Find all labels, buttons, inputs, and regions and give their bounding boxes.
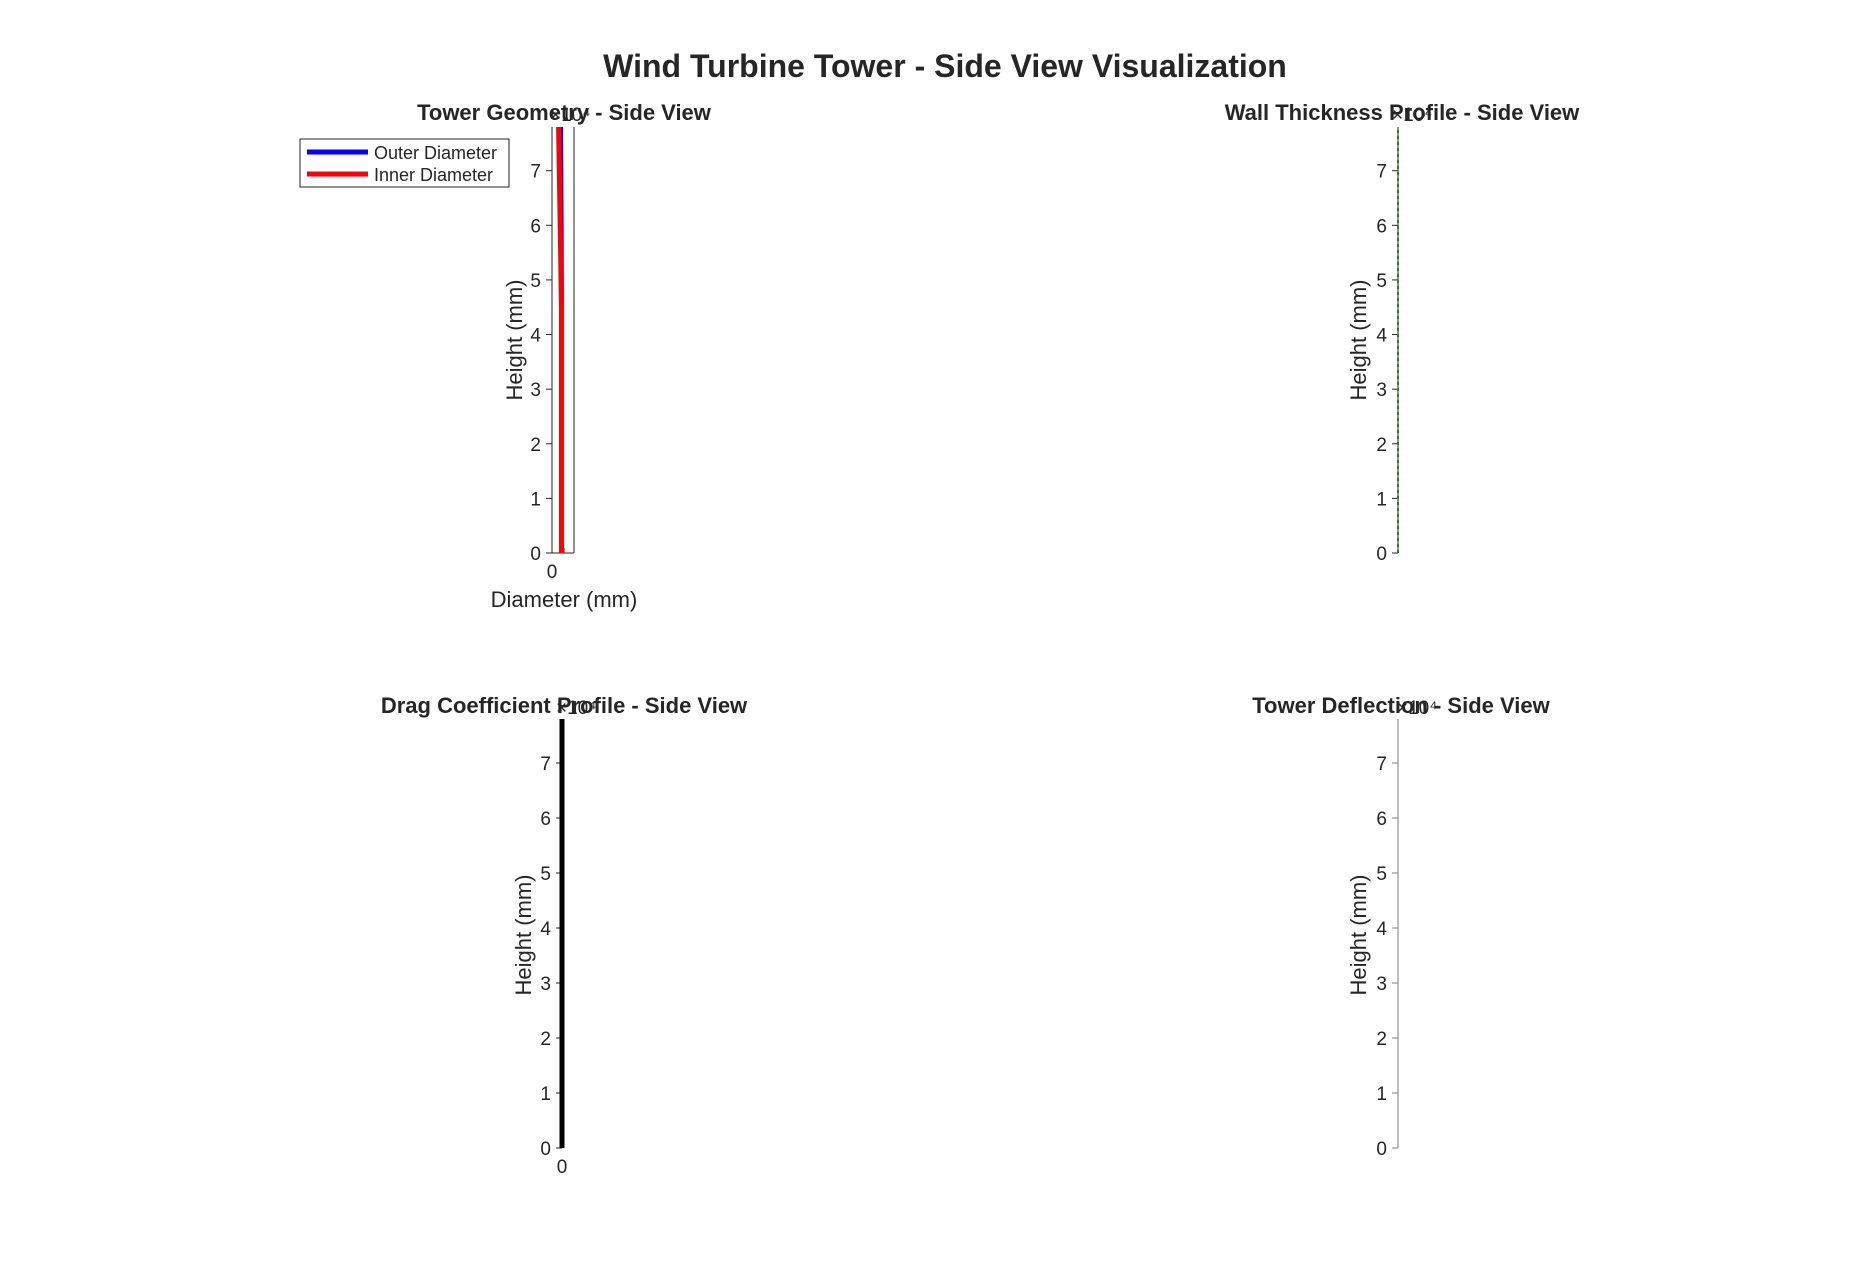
y-exponent-drag: ×10⁴ [556,698,596,719]
y-tick-label: 6 [1376,216,1387,237]
panel-tower-geometry: Tower Geometry - Side View Diameter (mm)… [299,100,712,612]
y-tick-label: 7 [530,162,541,183]
y-tick-label: 5 [1376,864,1387,885]
y-tick-label: 3 [540,974,551,995]
legend-label-inner: Inner Diameter [374,165,493,185]
y-tick-label: 7 [1376,162,1387,183]
y-tick-label: 4 [1376,326,1387,347]
panel-title-deflection: Tower Deflection - Side View [1252,693,1550,718]
y-tick-label: 0 [1376,1139,1387,1160]
y-tick-label: 6 [530,216,541,237]
y-tick-label: 3 [1376,974,1387,995]
figure-title: Wind Turbine Tower - Side View Visualiza… [603,48,1287,84]
panel-wall-thickness: Wall Thickness Profile - Side View Heigh… [1225,100,1580,565]
y-tick-label: 4 [530,326,541,347]
y-exponent-geometry: ×10⁴ [550,105,590,126]
y-exponent-thickness: ×10⁴ [1392,105,1432,126]
y-tick-label: 2 [1376,1029,1387,1050]
y-tick-label: 3 [1376,380,1387,401]
legend-box [299,138,510,188]
y-exponent-deflection: ×10⁴ [1397,698,1437,719]
y-tick-label: 5 [1376,271,1387,292]
tick-group-geometry: 0 1 2 3 4 5 6 7 0 [530,127,575,583]
y-tick-label: 6 [1376,809,1387,830]
y-tick-label: 3 [530,380,541,401]
y-tick-label: 7 [1376,754,1387,775]
y-tick-label: 5 [540,864,551,885]
panel-tower-deflection: Tower Deflection - Side View Height (mm)… [1252,693,1550,1160]
y-tick-label: 2 [1376,435,1387,456]
y-tick-label: 7 [540,754,551,775]
ylabel-drag: Height (mm) [511,874,536,995]
series-line-inner-diameter [556,126,564,553]
panel-title-thickness: Wall Thickness Profile - Side View [1225,100,1580,125]
x-tick-label: 0 [547,562,558,583]
y-tick-label: 0 [540,1139,551,1160]
y-tick-label: 0 [530,544,541,565]
series-group-geometry [556,126,564,553]
ylabel-thickness: Height (mm) [1346,279,1371,400]
y-tick-label: 2 [530,435,541,456]
y-tick-label: 1 [1376,489,1387,510]
ylabel-deflection: Height (mm) [1346,874,1371,995]
y-tick-label: 1 [1376,1084,1387,1105]
y-tick-label: 4 [540,919,551,940]
panel-title-drag: Drag Coefficient Profile - Side View [381,693,748,718]
y-tick-label: 5 [530,271,541,292]
panel-drag-coefficient: Drag Coefficient Profile - Side View Hei… [381,693,748,1178]
y-tick-label: 4 [1376,919,1387,940]
y-tick-label: 2 [540,1029,551,1050]
y-tick-label: 1 [530,489,541,510]
xlabel-geometry: Diameter (mm) [491,587,638,612]
y-tick-label: 1 [540,1084,551,1105]
legend-geometry: Outer Diameter Inner Diameter [299,138,510,188]
y-tick-label: 0 [1376,544,1387,565]
panel-title-geometry: Tower Geometry - Side View [417,100,712,125]
y-tick-label: 6 [540,809,551,830]
tick-group-deflection: 0 1 2 3 4 5 6 7 [1376,719,1399,1160]
ylabel-geometry: Height (mm) [502,279,527,400]
legend-label-outer: Outer Diameter [374,143,497,163]
x-tick-label: 0 [557,1157,568,1178]
